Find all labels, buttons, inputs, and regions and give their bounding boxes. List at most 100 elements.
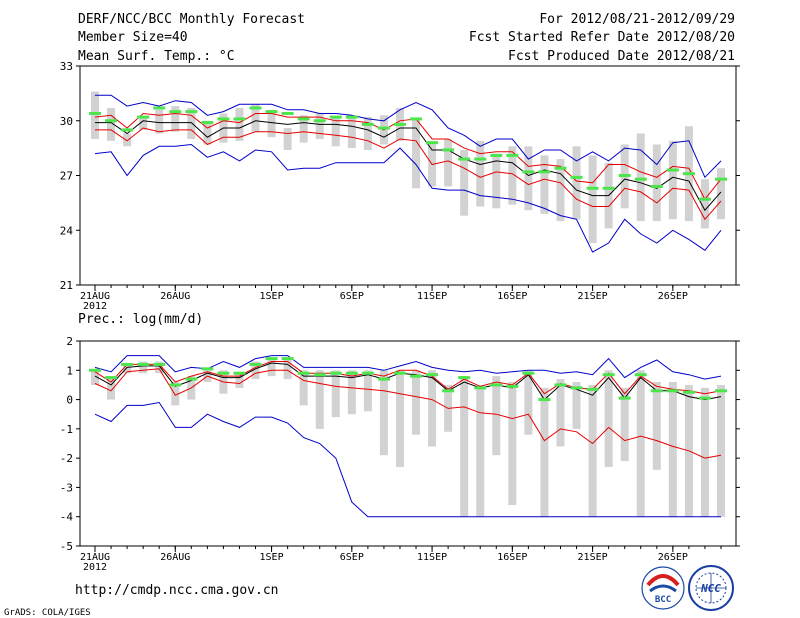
temp-mean-day-40 xyxy=(715,177,727,181)
temp-mean-day-11 xyxy=(249,106,262,110)
temp-mean-day-23 xyxy=(442,148,455,152)
chart-title: DERF/NCC/BCC Monthly Forecast xyxy=(78,12,305,27)
temp-box-day-15 xyxy=(315,113,324,139)
prec-box-day-3 xyxy=(123,364,132,374)
temp-box-day-36 xyxy=(652,144,661,222)
prec-box-day-25 xyxy=(476,384,485,517)
prec-mean-day-29 xyxy=(538,398,551,402)
temp-mean-day-6 xyxy=(169,110,182,114)
prec-mean-day-28 xyxy=(522,371,535,375)
temp-mean-day-35 xyxy=(634,177,647,181)
temp-mean-day-14 xyxy=(297,117,310,121)
prec-median-line xyxy=(94,362,722,401)
temp-box-day-24 xyxy=(460,149,469,216)
temp-mean-day-24 xyxy=(458,157,471,161)
temp-mean-day-37 xyxy=(666,168,679,172)
temp-box-day-6 xyxy=(171,106,180,132)
bcc-logo: BCC xyxy=(641,566,685,610)
temp-mean-day-22 xyxy=(426,141,439,145)
prec-mean-day-20 xyxy=(393,371,406,375)
prec-q1-line xyxy=(94,368,722,459)
temp-box-day-27 xyxy=(508,146,517,205)
temp-mean-day-10 xyxy=(233,117,246,121)
bcc-logo-ring xyxy=(641,566,685,610)
temp-box-day-17 xyxy=(347,115,356,149)
ncc-logo-grid xyxy=(696,573,726,603)
prec-box-day-26 xyxy=(492,376,501,456)
temp-mean-day-15 xyxy=(313,119,326,123)
prec-box-day-36 xyxy=(652,382,661,470)
prec-mean-day-30 xyxy=(554,383,567,387)
temp-mean-day-9 xyxy=(217,117,230,121)
temp-box-day-7 xyxy=(187,107,196,139)
prec-box-day-19 xyxy=(379,370,388,456)
temp-xtick-label: 21AUG xyxy=(80,291,110,302)
temp-max-line xyxy=(95,94,722,179)
temp-box-day-21 xyxy=(412,118,421,189)
temp-mean-day-2 xyxy=(105,119,118,123)
temp-mean-day-17 xyxy=(345,115,358,119)
prec-box-day-37 xyxy=(668,382,677,517)
prec-mean-day-16 xyxy=(329,371,342,375)
temp-mean-day-29 xyxy=(538,170,551,174)
temp-mean-day-27 xyxy=(506,153,519,157)
prec-box-day-2 xyxy=(107,376,116,400)
prec-ytick-label: 1 xyxy=(66,364,73,377)
prec-box-day-5 xyxy=(155,361,164,374)
temp-box-day-10 xyxy=(235,107,244,141)
prec-box-day-33 xyxy=(604,370,613,467)
prec-mean-day-10 xyxy=(233,371,246,375)
prec-mean-day-9 xyxy=(217,371,230,375)
prec-box-day-24 xyxy=(460,376,469,517)
prec-box-day-16 xyxy=(331,370,340,418)
temp-ytick-label: 27 xyxy=(60,170,73,183)
prec-xtick-label: 11SEP xyxy=(417,552,447,563)
prec-ytick-label: -1 xyxy=(60,423,73,436)
prec-xtick-label: 1SEP xyxy=(260,552,284,563)
prec-mean-day-40 xyxy=(715,389,727,393)
temp-mean-markers xyxy=(89,106,727,201)
temp-box-day-11 xyxy=(251,104,260,132)
prec-box-day-32 xyxy=(588,384,597,517)
prec-max-line xyxy=(94,355,722,380)
temp-ytick-label: 33 xyxy=(60,60,73,73)
prec-mean-day-34 xyxy=(618,396,631,400)
prec-ytick-label: -3 xyxy=(60,481,73,494)
prec-mean-day-15 xyxy=(313,373,326,377)
prec-mean-day-3 xyxy=(121,362,134,366)
temp-q1-line xyxy=(95,127,722,221)
prec-box-day-34 xyxy=(620,387,629,462)
temp-mean-day-13 xyxy=(281,111,294,115)
temp-xtick-label: 6SEP xyxy=(340,291,364,302)
temp-ytick-label: 24 xyxy=(60,224,74,237)
temp-box-day-14 xyxy=(299,115,308,143)
prec-mean-day-17 xyxy=(345,371,358,375)
forecast-produced-date: Fcst Produced Date 2012/08/21 xyxy=(508,49,735,64)
prec-box-day-15 xyxy=(315,370,324,429)
prec-mean-day-19 xyxy=(377,377,390,381)
prec-mean-day-2 xyxy=(105,376,118,380)
temp-mean-day-12 xyxy=(265,110,278,114)
temp-mean-day-3 xyxy=(121,128,134,132)
temp-box-day-26 xyxy=(492,153,501,209)
temp-mean-day-38 xyxy=(682,172,695,176)
prec-xtick-label: 16SEP xyxy=(497,552,527,563)
bcc-logo-text: BCC xyxy=(655,595,671,605)
temp-mean-day-31 xyxy=(570,175,583,179)
prec-box-day-21 xyxy=(412,370,421,435)
prec-xtick-label: 21SEP xyxy=(578,552,608,563)
prec-mean-day-33 xyxy=(602,373,615,377)
temp-box-day-1 xyxy=(91,91,99,139)
temp-mean-day-18 xyxy=(361,122,374,126)
prec-mean-day-1 xyxy=(89,368,101,372)
temp-mean-day-32 xyxy=(586,186,599,190)
prec-box-day-30 xyxy=(556,379,565,447)
temp-xtick-label: 26SEP xyxy=(658,291,688,302)
prec-xtick-label: 26AUG xyxy=(160,552,190,563)
temp-ytick-label: 21 xyxy=(60,279,73,292)
temp-q3-line xyxy=(94,112,722,201)
prec-box-day-6 xyxy=(171,382,180,406)
temp-xtick-label: 26AUG xyxy=(160,291,190,302)
temp-mean-day-34 xyxy=(618,174,631,177)
